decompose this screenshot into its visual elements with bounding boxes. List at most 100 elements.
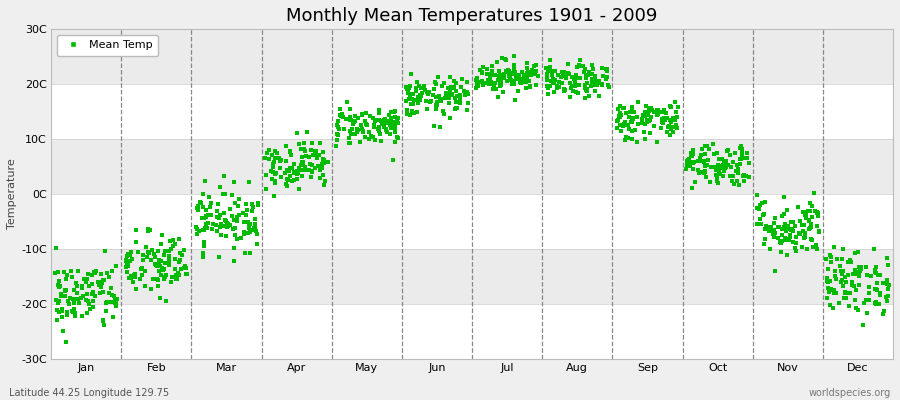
Mean Temp	[214, 232, 229, 238]
Mean Temp	[267, 155, 282, 162]
Mean Temp	[612, 114, 626, 120]
Mean Temp	[400, 107, 415, 113]
Mean Temp	[343, 140, 357, 146]
Mean Temp	[434, 98, 448, 104]
Mean Temp	[70, 283, 85, 289]
Mean Temp	[599, 66, 614, 72]
Mean Temp	[612, 113, 626, 120]
Mean Temp	[58, 288, 72, 294]
Mean Temp	[554, 74, 568, 80]
Mean Temp	[365, 134, 380, 140]
Mean Temp	[218, 216, 232, 223]
Mean Temp	[654, 109, 669, 116]
Mean Temp	[433, 95, 447, 102]
Mean Temp	[423, 98, 437, 105]
Mean Temp	[711, 163, 725, 170]
Mean Temp	[199, 214, 213, 220]
Mean Temp	[670, 104, 685, 110]
Mean Temp	[121, 251, 135, 257]
Mean Temp	[600, 81, 615, 88]
Mean Temp	[331, 124, 346, 130]
Mean Temp	[882, 282, 896, 288]
Mean Temp	[651, 107, 665, 113]
Mean Temp	[122, 258, 137, 265]
Mean Temp	[482, 75, 497, 81]
Mean Temp	[343, 114, 357, 120]
Mean Temp	[94, 279, 108, 285]
Mean Temp	[488, 80, 502, 86]
Mean Temp	[330, 131, 345, 137]
Mean Temp	[351, 114, 365, 121]
Mean Temp	[290, 176, 304, 182]
Mean Temp	[732, 181, 746, 188]
Mean Temp	[372, 110, 386, 117]
Mean Temp	[873, 272, 887, 278]
Mean Temp	[450, 92, 464, 99]
Mean Temp	[734, 156, 748, 162]
Mean Temp	[708, 167, 723, 173]
Mean Temp	[482, 71, 496, 78]
Mean Temp	[483, 76, 498, 82]
Mean Temp	[196, 227, 211, 233]
Mean Temp	[566, 83, 580, 90]
Mean Temp	[829, 276, 843, 282]
Mean Temp	[316, 156, 330, 162]
Mean Temp	[655, 118, 670, 125]
Mean Temp	[383, 115, 398, 121]
Mean Temp	[800, 246, 814, 252]
Mean Temp	[544, 78, 559, 85]
Mean Temp	[143, 227, 157, 233]
Mean Temp	[283, 165, 297, 172]
Mean Temp	[57, 328, 71, 334]
Mean Temp	[292, 140, 306, 147]
Mean Temp	[370, 116, 384, 123]
Mean Temp	[294, 159, 309, 166]
Mean Temp	[148, 254, 162, 260]
Mean Temp	[55, 308, 69, 314]
Mean Temp	[158, 272, 173, 278]
Mean Temp	[150, 263, 165, 269]
Mean Temp	[849, 304, 863, 311]
Mean Temp	[55, 314, 69, 320]
Mean Temp	[548, 68, 562, 74]
Mean Temp	[802, 226, 816, 232]
Mean Temp	[736, 177, 751, 184]
Mean Temp	[781, 237, 796, 244]
Mean Temp	[600, 68, 615, 74]
Mean Temp	[700, 162, 715, 168]
Mean Temp	[124, 275, 139, 282]
Mean Temp	[822, 289, 836, 295]
Mean Temp	[835, 268, 850, 274]
Mean Temp	[225, 192, 239, 198]
Mean Temp	[697, 158, 711, 164]
Mean Temp	[58, 287, 72, 293]
Mean Temp	[852, 282, 867, 288]
Mean Temp	[153, 263, 167, 269]
Mean Temp	[642, 108, 656, 114]
Mean Temp	[222, 222, 237, 228]
Mean Temp	[472, 82, 486, 89]
Mean Temp	[643, 116, 657, 123]
Mean Temp	[558, 87, 572, 93]
Mean Temp	[698, 168, 712, 175]
Mean Temp	[688, 179, 702, 186]
Mean Temp	[819, 255, 833, 262]
Mean Temp	[869, 270, 884, 276]
Mean Temp	[547, 80, 562, 86]
Mean Temp	[842, 257, 857, 264]
Mean Temp	[439, 90, 454, 97]
Mean Temp	[730, 178, 744, 184]
Mean Temp	[773, 238, 788, 245]
Mean Temp	[824, 286, 838, 292]
Mean Temp	[698, 168, 712, 174]
Mean Temp	[545, 76, 560, 83]
Mean Temp	[797, 211, 812, 218]
Mean Temp	[239, 207, 254, 213]
Mean Temp	[809, 242, 824, 248]
Mean Temp	[480, 71, 494, 77]
Mean Temp	[639, 103, 653, 110]
Mean Temp	[92, 282, 106, 288]
Mean Temp	[570, 64, 584, 71]
Mean Temp	[286, 160, 301, 167]
Mean Temp	[546, 79, 561, 86]
